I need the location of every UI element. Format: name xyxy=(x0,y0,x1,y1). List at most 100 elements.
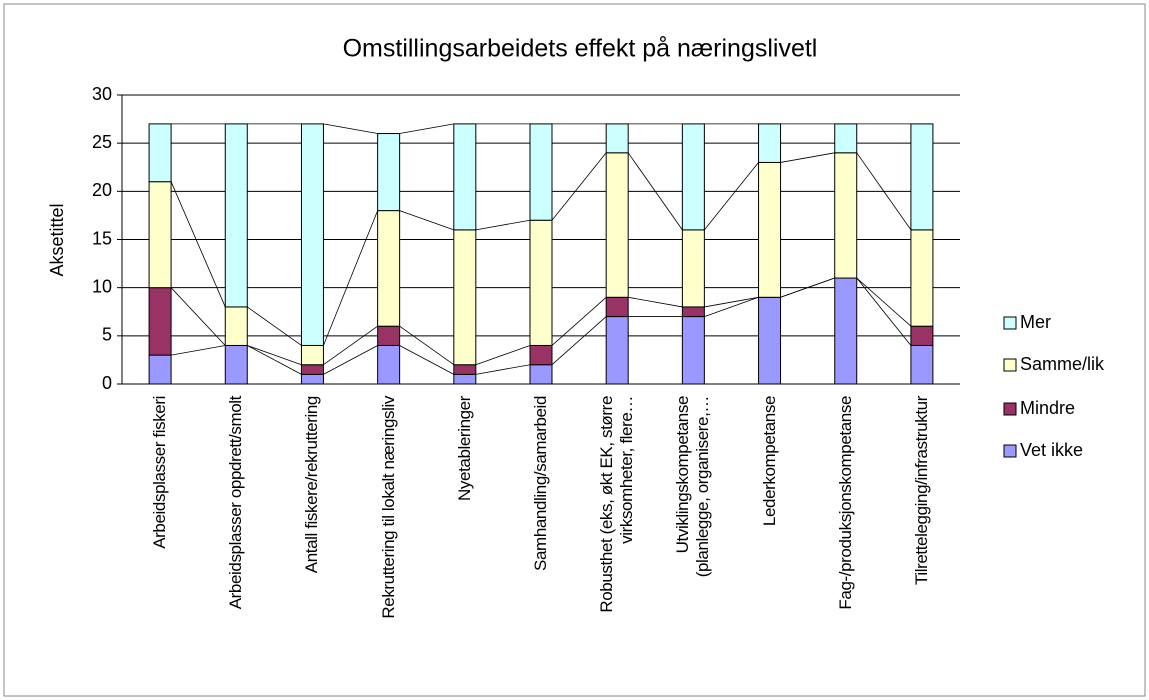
bar-segment xyxy=(681,306,705,318)
series-line xyxy=(628,296,683,308)
x-tick-label: Arbeidsplasser fiskeri xyxy=(150,396,170,549)
series-line xyxy=(475,345,531,366)
series-line xyxy=(171,345,226,356)
chart-frame xyxy=(3,3,1146,697)
series-line xyxy=(323,210,379,346)
series-line xyxy=(323,345,378,375)
series-line xyxy=(627,152,683,231)
series-line xyxy=(399,345,455,375)
legend-label: Samme/lik xyxy=(1020,354,1105,374)
legend-swatch xyxy=(1003,444,1017,458)
series-line xyxy=(399,210,454,231)
bar-segment xyxy=(148,123,172,183)
bar-segment xyxy=(834,152,858,279)
bar-segment xyxy=(224,344,248,385)
x-tick-label: Tilrettelegging/infrastruktur xyxy=(911,396,931,586)
bar-segment xyxy=(605,152,629,298)
x-tick-label: Rekruttering til lokalt næringsliv xyxy=(378,396,398,619)
series-line xyxy=(551,297,607,346)
bar-segment xyxy=(453,123,477,231)
bar-segment xyxy=(148,354,172,385)
bar-segment xyxy=(377,325,401,346)
series-line xyxy=(399,123,454,134)
series-line xyxy=(399,325,455,366)
bar-segment xyxy=(529,123,553,221)
series-line xyxy=(247,345,302,375)
bar-segment xyxy=(148,287,172,356)
series-line xyxy=(247,306,302,346)
series-line xyxy=(780,152,835,163)
x-tick-label: Nyetableringer xyxy=(454,396,474,501)
legend-label: Mindre xyxy=(1020,398,1075,418)
bar-segment xyxy=(529,219,553,346)
series-line xyxy=(247,345,302,366)
y-axis-label: Aksetittel xyxy=(47,203,67,276)
bar-segment xyxy=(453,229,477,366)
bar-segment xyxy=(453,364,477,375)
series-line xyxy=(170,181,226,308)
bar-segment xyxy=(605,316,629,385)
series-line xyxy=(475,219,531,231)
legend-label: Vet ikke xyxy=(1020,440,1083,460)
bar-segment xyxy=(377,210,401,327)
x-tick-label: Fag-/produksjonskompetanse xyxy=(835,396,855,610)
legend-swatch xyxy=(1003,316,1017,330)
legend-label: Mer xyxy=(1020,312,1051,332)
x-tick-label: Samhandling/samarbeid xyxy=(531,396,550,571)
bar-segment xyxy=(758,161,782,298)
y-tick-label: 10 xyxy=(92,276,112,296)
bar-segment xyxy=(529,344,553,366)
bar-segment xyxy=(453,373,477,385)
legend-swatch xyxy=(1003,402,1017,416)
series-line xyxy=(704,162,759,231)
bar-segment xyxy=(834,123,858,154)
bar-segment xyxy=(910,123,934,231)
y-tick-label: 20 xyxy=(92,180,112,200)
series-line xyxy=(856,277,912,346)
bar-segment xyxy=(377,133,401,212)
x-tick-label: Lederkompetanse xyxy=(759,396,779,527)
y-tick-label: 25 xyxy=(92,132,112,152)
series-line xyxy=(780,277,835,298)
bar-segment xyxy=(681,316,705,385)
bar-segment xyxy=(681,123,705,231)
bar-segment xyxy=(605,296,629,318)
bar-segment xyxy=(834,277,858,385)
bar-segment xyxy=(910,344,934,385)
bar-segment xyxy=(300,344,324,366)
bar-segment xyxy=(758,123,782,163)
y-tick-label: 5 xyxy=(102,325,112,345)
bar-segment xyxy=(910,229,934,327)
bar-segment xyxy=(758,296,782,385)
bar-segment xyxy=(681,229,705,308)
bar-segment xyxy=(377,344,401,385)
bar-segment xyxy=(224,123,248,308)
series-line xyxy=(323,123,378,134)
series-line xyxy=(551,152,607,221)
legend-swatch xyxy=(1003,358,1017,372)
x-tick-label: Antall fiskere/rekruttering xyxy=(302,396,322,574)
bar-segment xyxy=(300,123,324,346)
bar-segment xyxy=(148,181,172,289)
x-tick-label: Arbeidsplasser oppdrett/smolt xyxy=(226,396,246,610)
x-tick-label: Utviklingskompetanse (planlegge, organis… xyxy=(673,396,713,578)
series-line xyxy=(856,152,912,231)
series-line xyxy=(551,316,607,366)
series-line xyxy=(323,325,378,366)
series-line xyxy=(856,277,912,327)
bar-segment xyxy=(605,123,629,154)
chart-title: Omstillingsarbeidets effekt på næringsli… xyxy=(343,35,818,63)
bar-segment xyxy=(910,325,934,346)
series-line xyxy=(170,287,226,346)
bar-segment xyxy=(529,364,553,385)
y-tick-label: 30 xyxy=(92,84,112,104)
series-line xyxy=(704,296,759,308)
bar-segment xyxy=(300,373,324,385)
y-tick-label: 15 xyxy=(92,228,112,248)
x-tick-label: Robusthet (eks, økt EK, større virksomhe… xyxy=(597,396,637,613)
bar-segment xyxy=(300,364,324,375)
series-line xyxy=(704,296,759,317)
y-tick-label: 0 xyxy=(102,373,112,393)
